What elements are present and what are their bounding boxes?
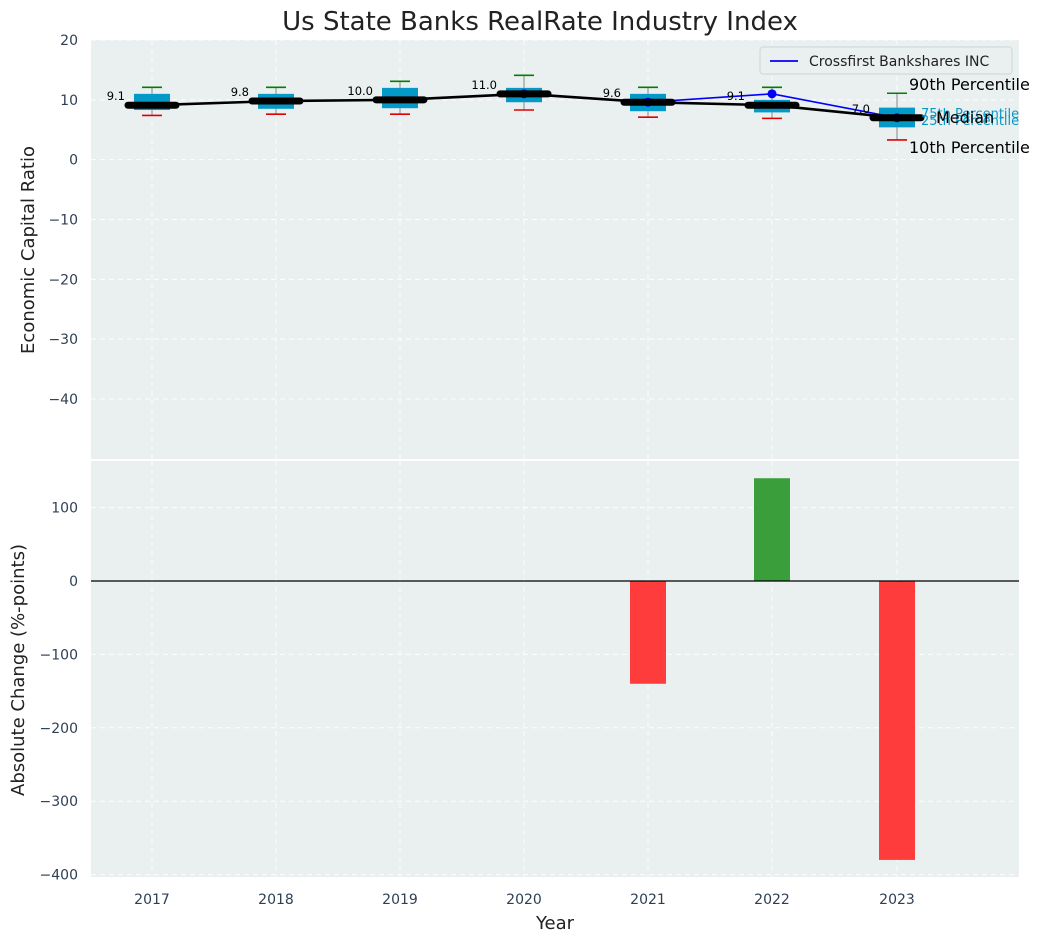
annotation-p90: 90th Percentile — [909, 75, 1030, 94]
change-bars — [630, 478, 915, 860]
bar-negative — [630, 581, 666, 684]
median-series: 9.1 9.8 10.0 11.0 9.6 9.1 7.0 — [107, 78, 925, 122]
bottom-panel-background — [91, 461, 1019, 877]
top-y-tick-label: −10 — [48, 213, 78, 229]
x-ticks: 2017 2018 2019 2020 2021 2022 2023 — [134, 892, 915, 908]
top-y-tick-label: 20 — [60, 33, 78, 49]
top-y-tick-label: −30 — [48, 332, 78, 348]
median-value-label: 9.6 — [603, 86, 621, 100]
bottom-y-tick-label: −400 — [40, 868, 78, 884]
top-y-tick-label: −40 — [48, 392, 78, 408]
x-tick-label: 2020 — [506, 892, 542, 908]
bar-negative — [879, 581, 915, 860]
median-value-label: 9.1 — [107, 89, 125, 103]
bottom-y-tick-label: 0 — [69, 574, 78, 590]
median-value-label: 7.0 — [852, 102, 870, 116]
median-value-label: 9.1 — [727, 89, 745, 103]
bar-positive — [754, 478, 790, 581]
top-panel-background — [91, 40, 1019, 459]
chart-title: Us State Banks RealRate Industry Index — [282, 7, 798, 37]
top-y-tick-label: 10 — [60, 93, 78, 109]
median-value-label: 10.0 — [347, 84, 373, 98]
x-tick-label: 2019 — [382, 892, 418, 908]
top-y-ticks: 20 10 0 −10 −20 −30 −40 — [48, 33, 78, 408]
legend: Crossfirst Bankshares INC — [759, 46, 1013, 75]
median-value-label: 9.8 — [231, 85, 249, 99]
bottom-y-ticks: 100 0 −100 −200 −300 −400 — [40, 501, 78, 884]
annotation-p25: 25th Percentile — [921, 114, 1019, 129]
x-tick-label: 2021 — [630, 892, 666, 908]
bottom-y-tick-label: −200 — [40, 721, 78, 737]
top-gridlines — [91, 39, 1019, 459]
annotation-p10: 10th Percentile — [909, 138, 1030, 157]
top-y-tick-label: 0 — [69, 153, 78, 169]
x-axis-label: Year — [535, 913, 575, 934]
legend-entry-company: Crossfirst Bankshares INC — [809, 54, 990, 70]
median-value-label: 11.0 — [471, 78, 497, 92]
bottom-y-tick-label: 100 — [51, 501, 78, 517]
top-y-tick-label: −20 — [48, 272, 78, 288]
legend-box — [759, 46, 1013, 75]
bottom-y-axis-label: Absolute Change (%-points) — [8, 544, 29, 796]
company-point — [767, 89, 777, 99]
x-tick-label: 2023 — [879, 892, 915, 908]
bottom-y-tick-label: −100 — [40, 647, 78, 663]
x-tick-label: 2017 — [134, 892, 170, 908]
annotation-p75: 75th Percentile — [921, 107, 1019, 122]
x-tick-label: 2018 — [258, 892, 294, 908]
top-y-axis-label: Economic Capital Ratio — [18, 146, 39, 354]
x-tick-label: 2022 — [754, 892, 790, 908]
annotation-median: Median — [936, 108, 994, 127]
percentile-annotations: 90th Percentile 75th Percentile 25th Per… — [909, 75, 1030, 157]
bottom-y-tick-label: −300 — [40, 794, 78, 810]
